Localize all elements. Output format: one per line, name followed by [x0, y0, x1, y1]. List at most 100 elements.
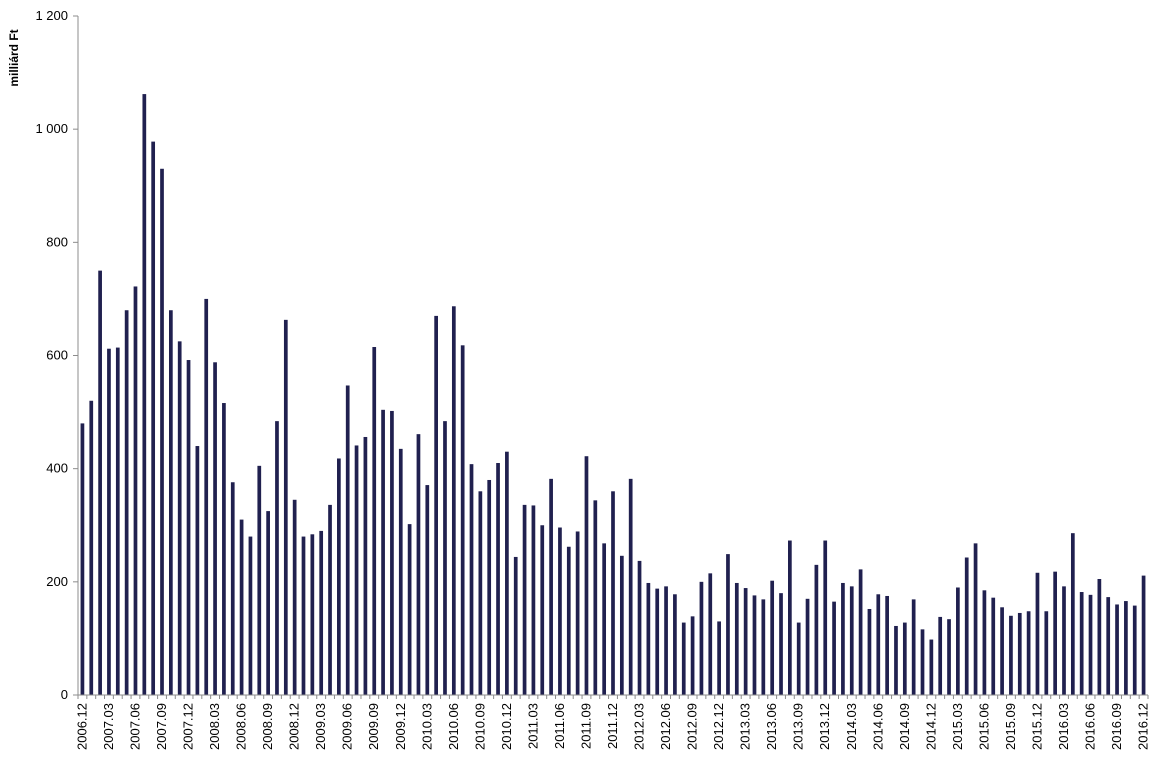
x-tick-label: 2015.03	[950, 703, 965, 750]
bar	[1017, 612, 1022, 695]
bar	[947, 619, 951, 695]
bar	[761, 599, 766, 695]
x-tick-label: 2008.09	[260, 703, 275, 750]
x-tick-label: 2010.06	[446, 703, 461, 750]
bar	[779, 593, 783, 695]
bar	[1035, 572, 1040, 695]
x-tick-label: 2009.09	[366, 703, 381, 750]
bar	[814, 564, 819, 695]
bar	[107, 348, 111, 695]
x-tick-label: 2014.06	[870, 703, 885, 750]
bar	[894, 625, 898, 695]
bar	[637, 560, 642, 695]
x-tick-label: 2007.09	[154, 703, 169, 750]
bar	[902, 622, 907, 695]
x-tick-label: 2012.06	[658, 703, 673, 750]
bar	[213, 362, 217, 695]
bar	[1106, 597, 1111, 695]
bar	[991, 597, 996, 695]
bar	[98, 270, 102, 695]
x-tick-label: 2011.03	[525, 703, 540, 749]
bar	[549, 478, 553, 695]
x-tick-label: 2011.12	[605, 703, 620, 749]
bar	[664, 586, 668, 695]
x-tick-label: 2013.03	[738, 703, 753, 750]
bar	[540, 525, 545, 695]
x-tick-label: 2011.06	[552, 703, 567, 749]
bar	[938, 616, 943, 695]
bar	[796, 622, 801, 695]
bar	[1009, 615, 1013, 695]
bar	[363, 436, 368, 695]
x-tick-label: 2015.12	[1029, 703, 1044, 750]
x-tick-label: 2015.09	[1003, 703, 1018, 750]
x-tick-label: 2012.09	[685, 703, 700, 750]
y-tick-label: 600	[46, 348, 68, 363]
bar	[469, 464, 474, 695]
bar	[920, 629, 925, 695]
bar	[425, 485, 430, 695]
bar	[619, 555, 624, 695]
x-tick-label: 2016.09	[1109, 703, 1124, 750]
bar	[708, 573, 713, 695]
bar	[982, 590, 987, 695]
bar	[345, 385, 350, 695]
bar	[593, 500, 598, 695]
bars-group	[80, 94, 1146, 696]
bar	[1088, 594, 1093, 695]
x-tick-label: 2014.03	[844, 703, 859, 750]
x-tick-label: 2008.03	[207, 703, 222, 750]
bar	[248, 536, 253, 695]
bar	[496, 463, 500, 695]
bar	[788, 540, 792, 695]
bar	[823, 540, 828, 695]
bar	[160, 168, 164, 695]
bar	[1044, 611, 1049, 695]
bar	[752, 595, 757, 695]
bar	[115, 347, 120, 695]
x-tick-label: 2009.06	[340, 703, 355, 750]
bar	[1000, 607, 1004, 695]
bar	[841, 582, 845, 695]
bar	[390, 410, 394, 695]
x-tick-label: 2010.03	[419, 703, 434, 750]
bar	[690, 616, 695, 695]
y-axis-ticks: 0 200 400 600 800 1 000 1 200	[35, 8, 78, 702]
x-tick-label: 2014.09	[897, 703, 912, 750]
bar	[478, 491, 483, 695]
bar	[133, 286, 138, 695]
bar	[655, 588, 660, 695]
bar	[885, 595, 889, 695]
y-tick-label: 0	[61, 687, 68, 702]
x-tick-label: 2015.06	[976, 703, 991, 750]
y-axis-title: milliárd Ft	[7, 29, 21, 86]
bar	[681, 622, 686, 695]
bar	[726, 554, 730, 695]
bar	[283, 319, 288, 695]
bar	[770, 580, 775, 695]
bar	[956, 587, 960, 695]
bar	[416, 434, 421, 695]
bar	[699, 581, 704, 695]
bar	[151, 141, 156, 696]
x-tick-label: 2011.09	[578, 703, 593, 749]
bar	[354, 445, 359, 695]
bar	[1053, 571, 1058, 695]
bar	[434, 315, 438, 695]
bar	[575, 531, 580, 695]
x-tick-label: 2013.09	[791, 703, 806, 750]
bar	[407, 524, 412, 695]
bar	[531, 505, 536, 695]
bar	[487, 479, 492, 695]
x-tick-label: 2016.06	[1083, 703, 1098, 750]
bar	[204, 298, 209, 695]
bar	[717, 621, 721, 695]
bar	[805, 598, 810, 695]
x-tick-label: 2012.03	[632, 703, 647, 750]
bar	[522, 504, 527, 695]
bar	[1079, 592, 1084, 695]
bar	[89, 400, 94, 695]
x-tick-label: 2012.12	[711, 703, 726, 750]
x-tick-label: 2014.12	[923, 703, 938, 750]
